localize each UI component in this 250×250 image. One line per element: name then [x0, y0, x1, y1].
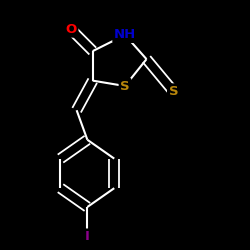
Text: O: O [66, 23, 77, 36]
Text: NH: NH [114, 28, 136, 42]
Text: S: S [168, 85, 178, 98]
Text: I: I [85, 230, 90, 243]
Text: S: S [120, 80, 130, 92]
